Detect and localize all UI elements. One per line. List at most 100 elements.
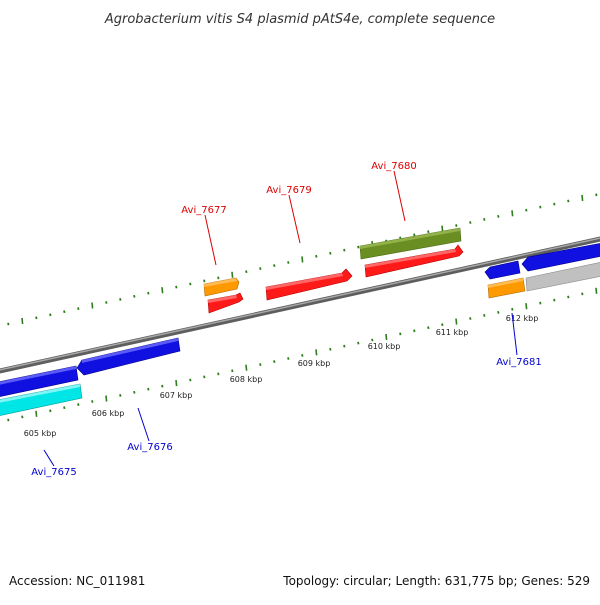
gene-label-avi-7680[interactable]: Avi_7680 — [371, 161, 416, 172]
minor-tick — [483, 217, 486, 221]
minor-tick — [497, 214, 500, 218]
major-tick — [441, 225, 444, 232]
gene-label-avi-7675[interactable]: Avi_7675 — [31, 467, 76, 478]
minor-tick — [147, 387, 150, 391]
major-tick — [525, 303, 528, 310]
minor-tick — [245, 270, 248, 274]
minor-tick — [567, 295, 570, 299]
major-tick — [245, 364, 248, 371]
minor-tick — [161, 384, 164, 388]
major-tick — [175, 380, 178, 387]
major-tick — [161, 287, 164, 294]
accession-text: Accession: NC_011981 — [9, 574, 145, 588]
minor-tick — [469, 221, 472, 224]
major-tick — [595, 287, 598, 294]
minor-tick — [133, 390, 136, 394]
minor-tick — [539, 205, 542, 209]
minor-tick — [567, 199, 570, 203]
minor-tick — [413, 233, 416, 237]
minor-tick — [77, 403, 80, 407]
major-tick — [91, 302, 94, 309]
minor-tick — [287, 261, 290, 264]
minor-tick — [35, 316, 38, 320]
minor-tick — [49, 409, 52, 413]
minor-tick — [343, 248, 346, 252]
minor-tick — [217, 372, 220, 376]
minor-tick — [7, 322, 10, 326]
minor-tick — [259, 363, 262, 367]
minor-tick — [413, 329, 416, 333]
minor-tick — [511, 307, 514, 311]
kbp-label-609: 609 kbp — [298, 359, 331, 368]
major-tick — [581, 194, 584, 201]
gene-label-avi-7676[interactable]: Avi_7676 — [127, 442, 172, 453]
minor-tick — [91, 400, 94, 403]
minor-tick — [301, 353, 304, 357]
upper-tick-row — [7, 193, 598, 326]
minor-tick — [189, 282, 192, 286]
kbp-label-611: 611 kbp — [436, 328, 469, 337]
map-title: Agrobacterium vitis S4 plasmid pAtS4e, c… — [104, 12, 495, 27]
minor-tick — [371, 338, 374, 342]
minor-tick — [147, 291, 150, 295]
kbp-label-607: 607 kbp — [160, 391, 193, 400]
gene-label-avi-7679[interactable]: Avi_7679 — [266, 185, 311, 196]
kbp-label-606: 606 kbp — [92, 409, 125, 418]
major-tick — [105, 395, 108, 402]
minor-tick — [539, 301, 542, 305]
minor-tick — [77, 307, 80, 311]
gene-label-avi-7681[interactable]: Avi_7681 — [496, 357, 541, 368]
sequence-backbone — [0, 236, 600, 374]
minor-tick — [427, 230, 430, 234]
minor-tick — [203, 279, 206, 283]
minor-tick — [525, 208, 528, 212]
gene-labels: Avi_7677 Avi_7679 Avi_7680 Avi_7675 Avi_… — [31, 161, 541, 478]
minor-tick — [259, 267, 262, 271]
minor-tick — [399, 332, 402, 336]
reverse-genes — [0, 243, 600, 416]
minor-tick — [7, 418, 10, 422]
gene-avi-7676[interactable] — [76, 337, 181, 376]
gene-blue-right[interactable] — [521, 243, 600, 272]
kbp-label-605: 605 kbp — [24, 429, 57, 438]
minor-tick — [553, 202, 556, 206]
minor-tick — [273, 360, 276, 364]
major-tick — [35, 410, 38, 417]
minor-tick — [315, 254, 318, 258]
gene-avi-7677[interactable] — [207, 292, 244, 314]
gene-grey-right[interactable] — [525, 262, 600, 292]
kbp-label-612: 612 kbp — [506, 314, 539, 323]
minor-tick — [329, 347, 332, 351]
minor-tick — [329, 251, 332, 255]
summary-text: Topology: circular; Length: 631,775 bp; … — [282, 574, 590, 588]
major-tick — [21, 317, 24, 324]
minor-tick — [21, 415, 24, 419]
minor-tick — [231, 369, 234, 373]
major-tick — [511, 210, 514, 217]
minor-tick — [119, 297, 122, 301]
lower-tick-row — [7, 287, 598, 422]
gene-label-avi-7677[interactable]: Avi_7677 — [181, 205, 226, 216]
minor-tick — [63, 406, 66, 410]
minor-tick — [273, 264, 276, 268]
minor-tick — [175, 285, 178, 289]
kbp-scale-labels: 605 kbp 606 kbp 607 kbp 608 kbp 609 kbp … — [24, 314, 539, 438]
major-tick — [385, 333, 388, 341]
minor-tick — [133, 294, 136, 298]
gene-avi-7680-olive[interactable] — [359, 227, 462, 260]
minor-tick — [203, 375, 206, 379]
gene-avi-7681-blue[interactable] — [484, 260, 521, 280]
minor-tick — [287, 357, 290, 360]
major-tick — [455, 318, 458, 325]
minor-tick — [119, 393, 122, 397]
minor-tick — [357, 341, 360, 345]
major-tick — [301, 256, 304, 263]
minor-tick — [595, 193, 598, 197]
minor-tick — [441, 323, 444, 327]
major-tick — [231, 271, 234, 278]
minor-tick — [469, 317, 472, 320]
minor-tick — [343, 344, 346, 348]
minor-tick — [357, 245, 360, 249]
minor-tick — [63, 310, 66, 314]
